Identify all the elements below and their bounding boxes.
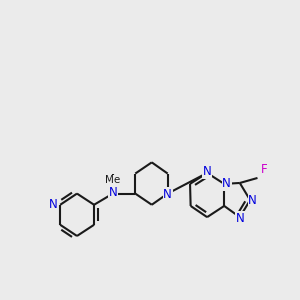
Text: N: N: [109, 187, 117, 200]
Text: N: N: [236, 212, 244, 224]
Text: N: N: [203, 165, 212, 178]
Text: N: N: [248, 194, 257, 207]
Text: N: N: [49, 198, 58, 211]
Text: N: N: [222, 177, 231, 190]
Text: F: F: [260, 163, 267, 176]
Text: N: N: [163, 188, 172, 201]
Text: Me: Me: [105, 175, 121, 185]
